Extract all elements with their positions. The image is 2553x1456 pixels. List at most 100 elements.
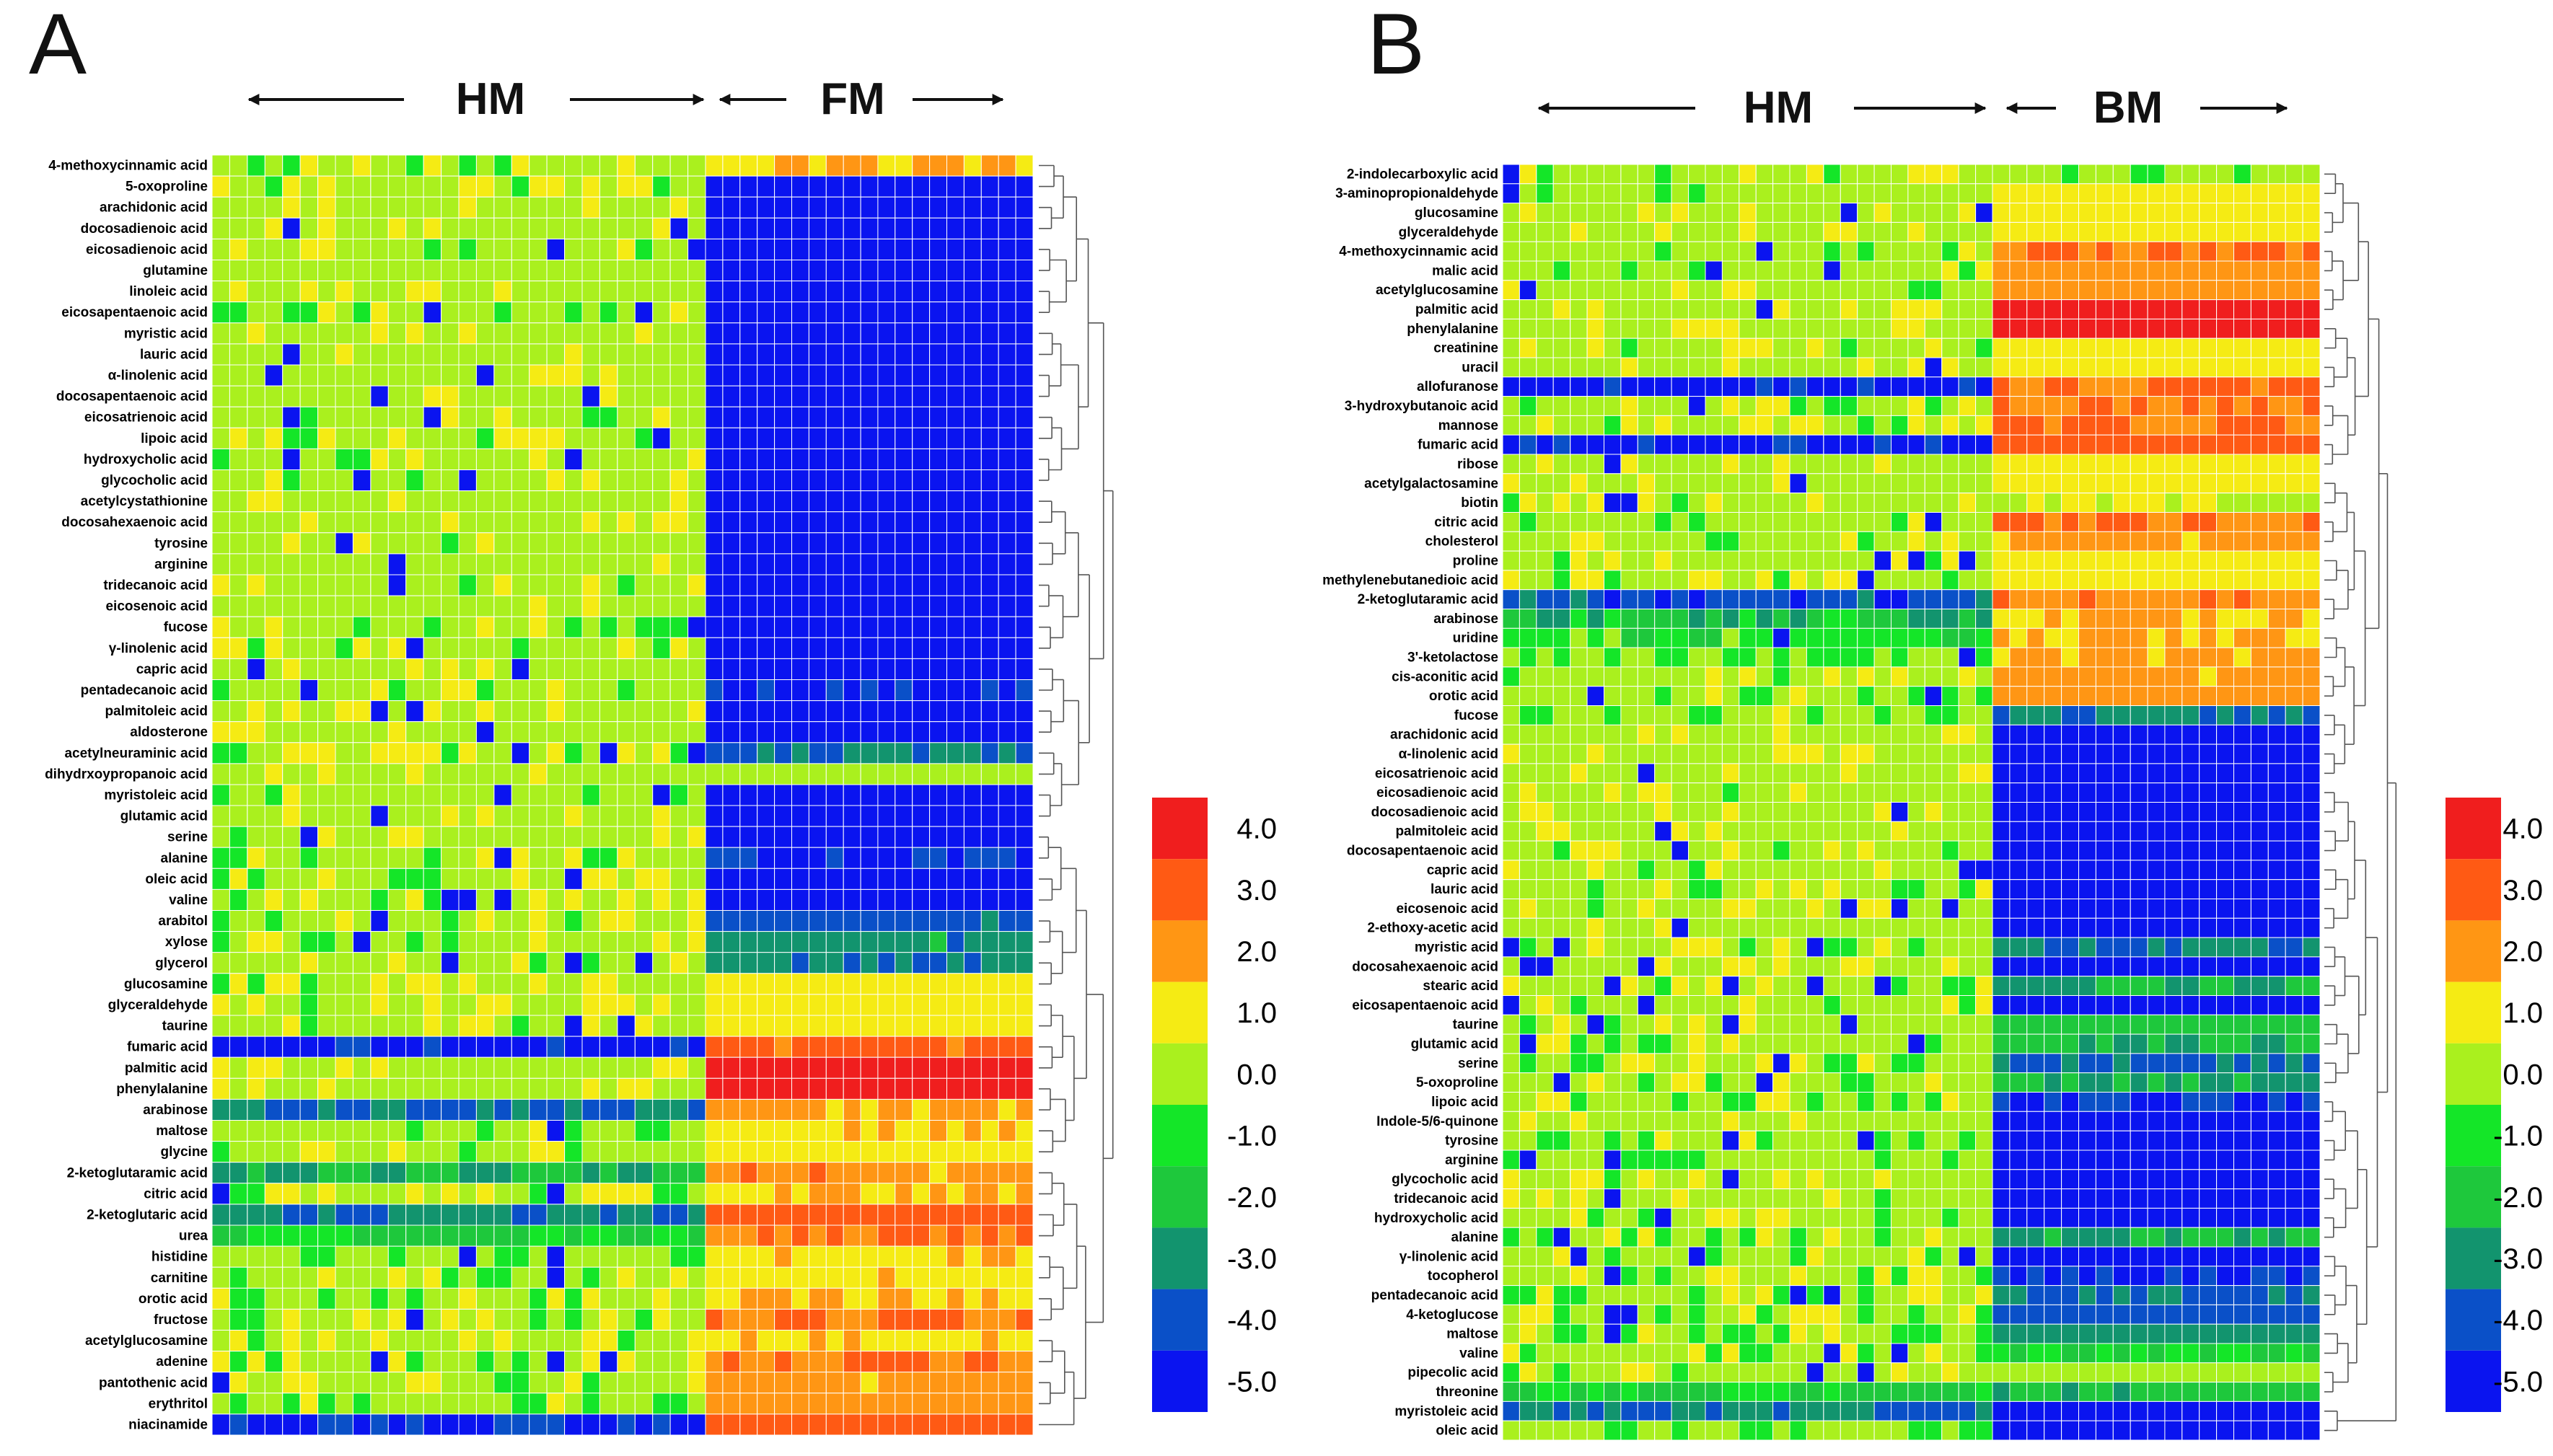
heatmap-cell: [860, 847, 879, 869]
heatmap-cell: [1772, 550, 1790, 571]
heatmap-cell: [895, 1225, 913, 1247]
heatmap-cell: [877, 1413, 896, 1436]
heatmap-cell: [825, 1098, 844, 1121]
heatmap-cell: [229, 1225, 248, 1247]
heatmap-cell: [1705, 376, 1723, 397]
heatmap-cell: [687, 616, 706, 638]
heatmap-cell: [895, 973, 913, 995]
heatmap-cell: [1536, 724, 1554, 745]
heatmap-cell: [877, 448, 896, 471]
heatmap-cell: [757, 301, 775, 324]
heatmap-cell: [1552, 376, 1571, 397]
panel-b: B HM BM 2-indolecarboxylic acid3-aminopr…: [1322, 0, 2397, 1441]
heatmap-cell: [387, 1204, 407, 1226]
heatmap-cell: [739, 721, 758, 744]
heatmap-cell: [1721, 570, 1740, 591]
heatmap-cell: [2164, 802, 2183, 822]
heatmap-cell: [980, 1015, 999, 1037]
heatmap-cell: [774, 1204, 792, 1226]
heatmap-cell: [529, 679, 548, 702]
heatmap-cell: [895, 532, 913, 555]
heatmap-cell: [2216, 589, 2234, 610]
heatmap-cell: [1992, 666, 2011, 687]
heatmap-cell: [1620, 550, 1638, 571]
heatmap-cell: [335, 1308, 353, 1331]
heatmap-cell: [299, 910, 319, 932]
heatmap-cell: [317, 1120, 336, 1142]
heatmap-cell: [705, 1098, 724, 1121]
heatmap-cell: [808, 490, 827, 513]
heatmap-cell: [317, 238, 336, 260]
heatmap-cell: [2061, 840, 2079, 861]
heatmap-cell: [1873, 879, 1892, 899]
heatmap-cell: [264, 763, 284, 785]
heatmap-cell: [2285, 318, 2303, 339]
heatmap-cell: [929, 1120, 947, 1142]
heatmap-cell: [860, 301, 879, 324]
heatmap-cell: [1958, 454, 1977, 475]
heatmap-cell: [2181, 357, 2200, 378]
heatmap-cell: [1604, 724, 1622, 745]
heatmap-cell: [317, 847, 336, 869]
heatmap-cell: [980, 847, 999, 869]
heatmap-cell: [722, 888, 741, 912]
heatmap-cell: [282, 1245, 301, 1268]
heatmap-cell: [1637, 550, 1656, 571]
heatmap-cell: [581, 637, 600, 659]
heatmap-cell: [1536, 434, 1554, 455]
heatmap-cell: [370, 1245, 389, 1268]
heatmap-cell: [229, 196, 248, 219]
heatmap-cell: [998, 826, 1016, 848]
heatmap-cell: [669, 1098, 689, 1121]
heatmap-cell: [405, 1141, 424, 1163]
heatmap-cell: [282, 1141, 301, 1163]
heatmap-cell: [441, 658, 460, 681]
heatmap-cell: [2181, 241, 2200, 262]
heatmap-cell: [705, 1077, 724, 1100]
heatmap-cell: [808, 952, 827, 974]
heatmap-cell: [705, 260, 724, 282]
heatmap-cell: [963, 385, 982, 407]
heatmap-cell: [739, 1308, 758, 1331]
heatmap-cell: [1975, 609, 1993, 629]
heatmap-cell: [739, 1204, 758, 1226]
heatmap-cell: [617, 1393, 636, 1415]
heatmap-cell: [475, 1245, 495, 1268]
heatmap-cell: [599, 721, 618, 744]
heatmap-cell: [687, 910, 706, 932]
heatmap-cell: [1823, 724, 1841, 745]
heatmap-cell: [352, 742, 372, 764]
heatmap-cell: [1739, 840, 1757, 861]
heatmap-cell: [825, 1015, 844, 1037]
heatmap-cell: [1941, 376, 1959, 397]
heatmap-cell: [317, 364, 336, 387]
heatmap-cell: [299, 175, 319, 198]
heatmap-cell: [1586, 802, 1605, 822]
heatmap-cell: [529, 1351, 548, 1373]
heatmap-cell: [946, 847, 964, 869]
heatmap-cell: [1721, 260, 1740, 281]
heatmap-cell: [1958, 376, 1977, 397]
heatmap-cell: [929, 490, 947, 513]
heatmap-cell: [2044, 609, 2062, 629]
heatmap-cell: [722, 805, 741, 827]
heatmap-cell: [511, 1098, 530, 1121]
heatmap-cell: [669, 784, 689, 806]
heatmap-cell: [1536, 280, 1554, 301]
heatmap-cell: [774, 888, 792, 912]
heatmap-cell: [912, 1245, 931, 1268]
heatmap-cell: [475, 553, 495, 575]
heatmap-cell: [1570, 164, 1588, 185]
heatmap-cell: [757, 952, 775, 974]
heatmap-cell: [1519, 318, 1537, 339]
heatmap-cell: [739, 1120, 758, 1142]
heatmap-cell: [705, 406, 724, 428]
heatmap-cell: [511, 658, 530, 681]
heatmap-cell: [581, 1308, 600, 1331]
heatmap-cell: [652, 1015, 671, 1037]
heatmap-cell: [441, 721, 460, 744]
heatmap-cell: [1688, 821, 1706, 842]
heatmap-cell: [687, 826, 706, 848]
heatmap-cell: [352, 1036, 372, 1058]
heatmap-cell: [441, 1162, 460, 1184]
